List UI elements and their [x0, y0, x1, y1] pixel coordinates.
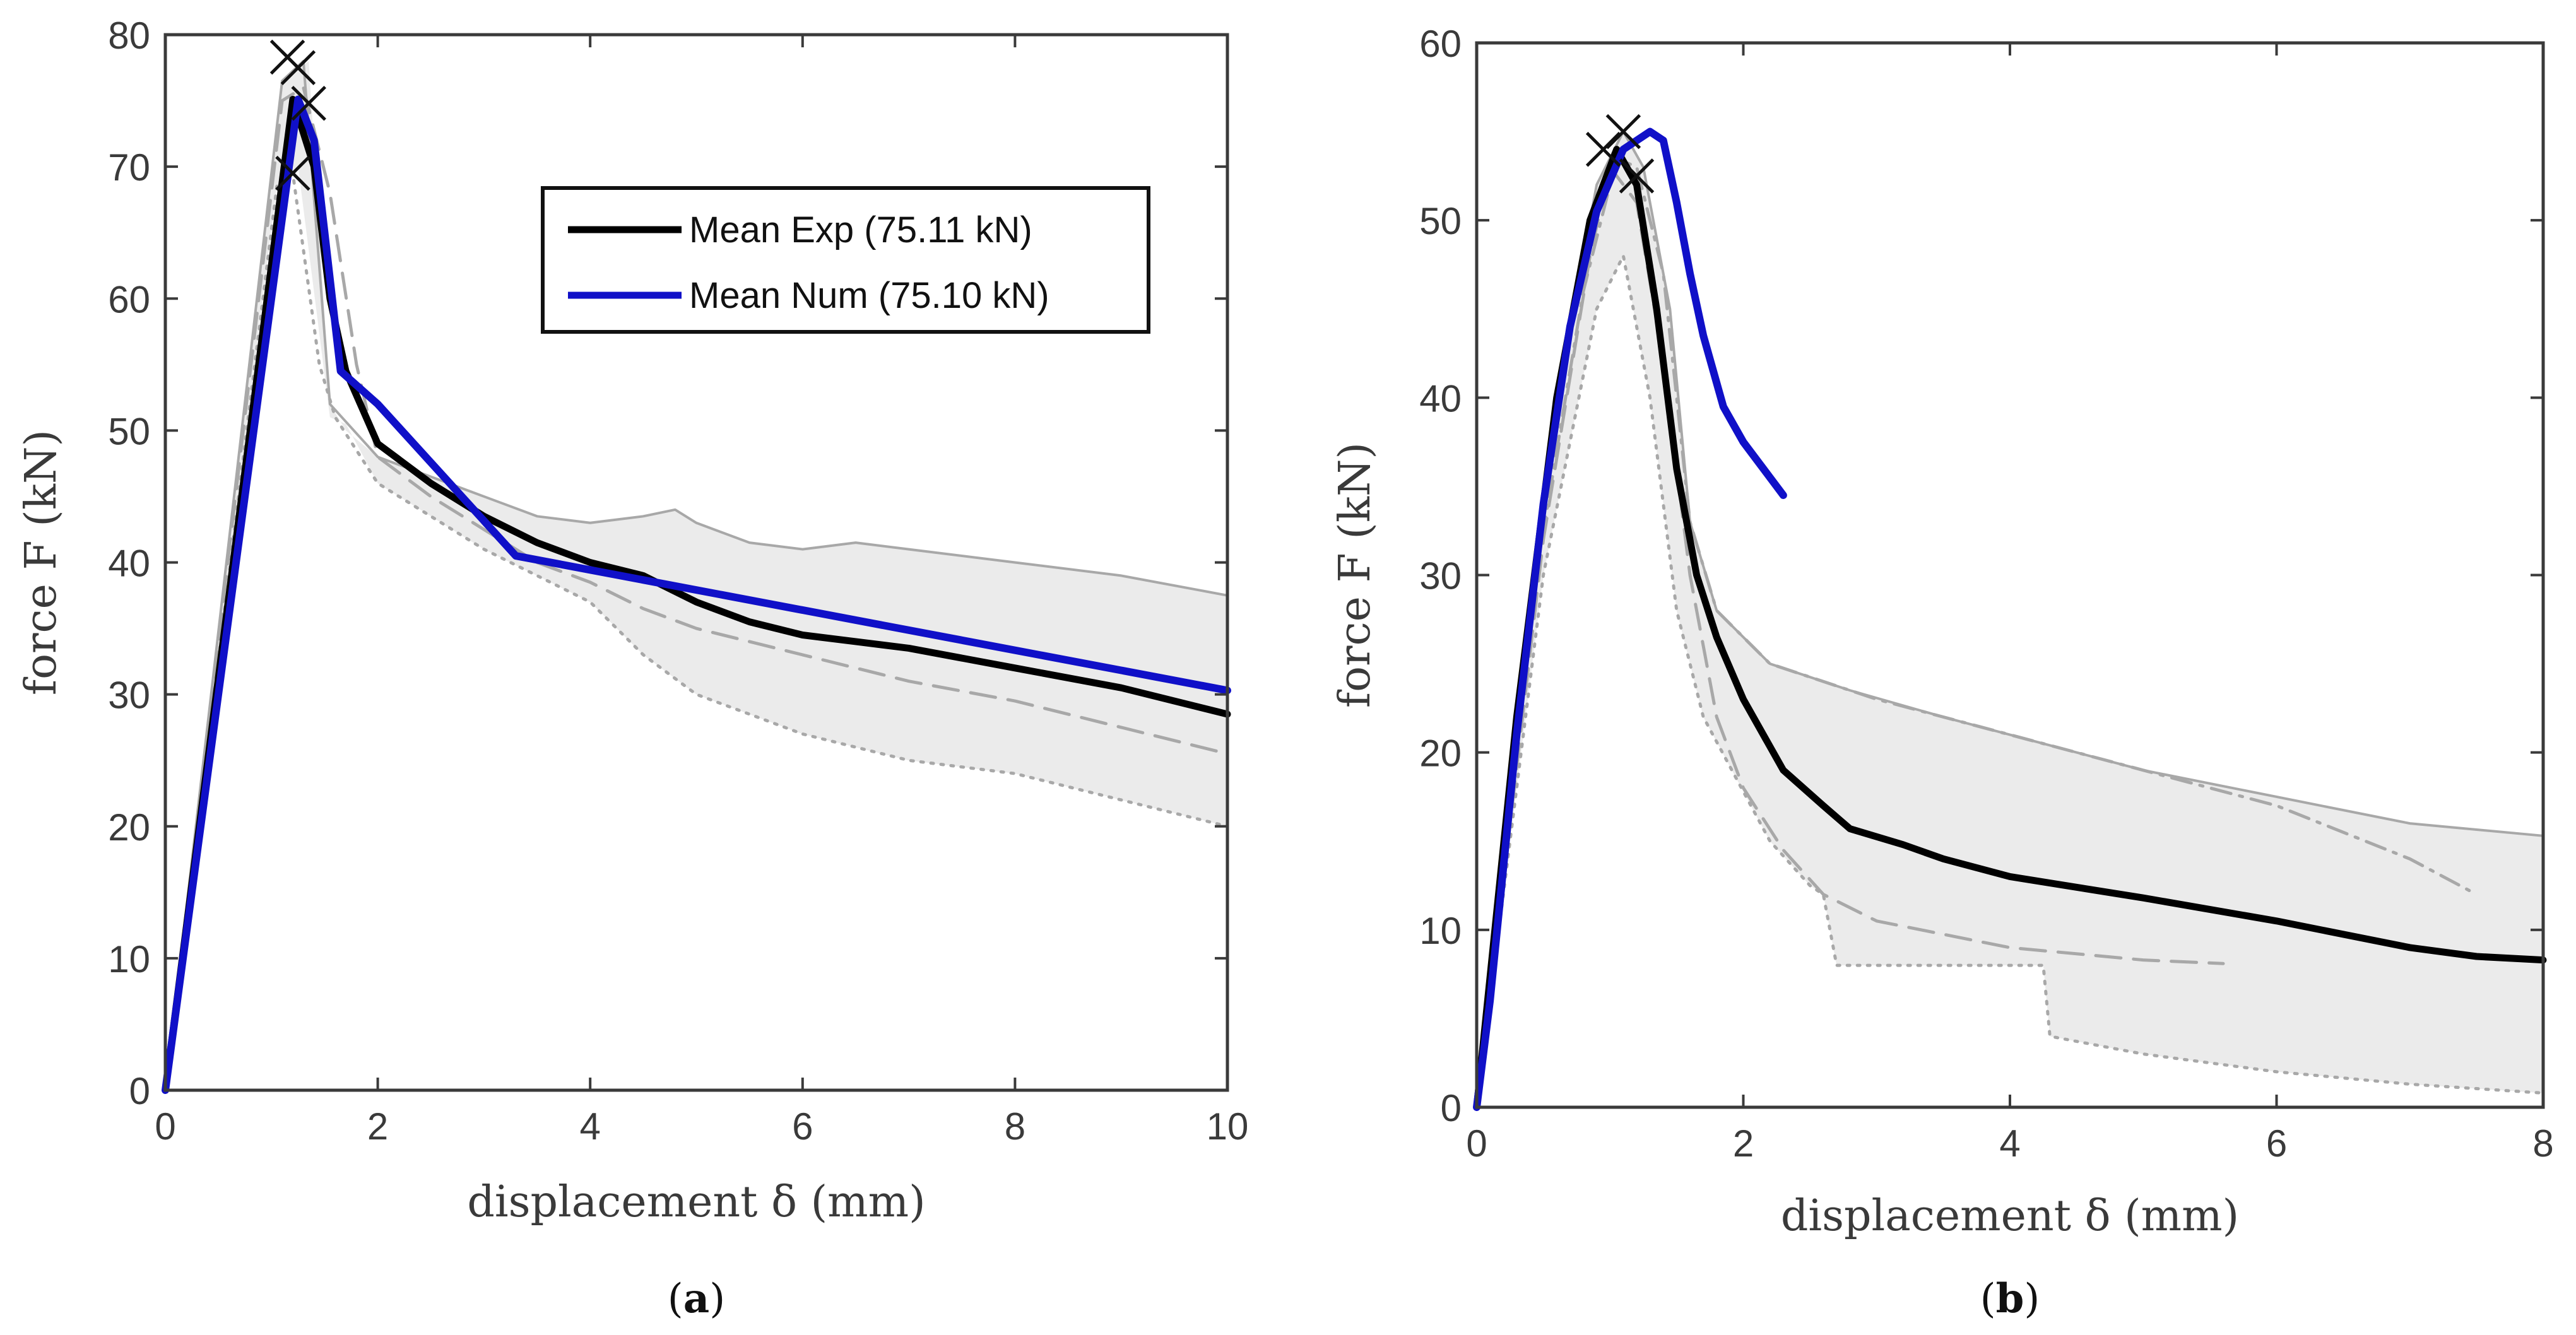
panel-label-close: ): [2024, 1276, 2040, 1322]
chart-panel-a: 0 2 4 6 8 10 0 10 20 30 40 50 60 70 80 displacement δ (…: [16, 15, 1248, 1322]
peak-marker: [1605, 114, 1641, 150]
peak-marker: [1585, 131, 1621, 167]
panel-label: (a): [668, 1275, 725, 1322]
peak-marker: [275, 155, 310, 191]
peak-marker: [291, 85, 326, 121]
peak-marker-stroke: [280, 50, 316, 86]
y-tick-label: 50: [1419, 200, 1462, 242]
x-tick-label: 8: [1005, 1105, 1025, 1148]
series-line-specimen-dotted: [163, 172, 1229, 1092]
legend-box: [541, 186, 1150, 334]
y-tick-label: 50: [108, 410, 150, 452]
y-tick-label: 70: [108, 146, 150, 189]
x-tick-label: 2: [367, 1105, 388, 1148]
x-tick-label: 2: [1733, 1122, 1754, 1165]
panel-label-close: ): [709, 1276, 725, 1322]
peak-marker: [280, 50, 316, 86]
y-axis-title: force F (kN): [1330, 442, 1380, 708]
y-tick-label: 20: [108, 806, 150, 849]
y-tick-label: 0: [1441, 1087, 1462, 1129]
series-line-mean-num: [162, 95, 1231, 1094]
peak-marker-stroke: [1619, 158, 1655, 194]
x-tick-label: 6: [792, 1105, 813, 1148]
y-tick-label: 60: [1419, 23, 1462, 65]
legend-entry-label: Mean Num (75.10 kN): [689, 275, 1049, 316]
y-tick-label: 40: [108, 543, 150, 585]
y-tick-label: 20: [1419, 732, 1462, 775]
y-axis-title: force F (kN): [16, 430, 66, 695]
peak-marker: [1619, 158, 1655, 194]
x-axis-title: displacement δ (mm): [467, 1177, 925, 1227]
peak-marker-stroke: [291, 85, 326, 121]
y-tick-label: 10: [1419, 910, 1462, 952]
panel-label-letter: b: [1996, 1275, 2024, 1322]
x-tick-label: 6: [2266, 1122, 2287, 1165]
panel-label-letter: a: [683, 1275, 709, 1322]
x-tick-label: 0: [1466, 1122, 1487, 1165]
peak-marker-stroke: [275, 155, 310, 191]
series-line-specimen-solid: [164, 59, 1229, 1091]
legend: Mean Exp (75.11 kN) Mean Num (75.10 kN): [541, 186, 1150, 334]
chart-panel-b: 0 2 4 6 8 0 10 20 30 40 50 60 displacement δ (mm) for…: [1330, 23, 2554, 1322]
panel-label-open: (: [668, 1276, 683, 1322]
series-line-specimen-dotted: [1475, 254, 2545, 1109]
peak-marker-stroke: [1585, 131, 1621, 167]
x-tick-label: 10: [1207, 1105, 1249, 1148]
panel-label: (b): [1980, 1275, 2040, 1322]
series-line-specimen-dashed: [163, 86, 1229, 1092]
y-tick-label: 30: [108, 674, 150, 717]
envelope-band: [1477, 131, 2543, 1107]
panel-label-open: (: [1980, 1276, 1996, 1322]
y-tick-label: 80: [108, 15, 150, 57]
y-tick-label: 10: [108, 938, 150, 980]
peak-marker-stroke: [1605, 114, 1641, 150]
series-line-mean-exp: [1473, 146, 2547, 1111]
envelope-band: [165, 61, 1227, 1091]
x-tick-label: 4: [580, 1105, 601, 1148]
legend-entry-label: Mean Exp (75.11 kN): [689, 209, 1032, 250]
y-tick-label: 40: [1419, 377, 1462, 420]
y-tick-label: 0: [129, 1070, 150, 1112]
x-tick-label: 0: [155, 1105, 175, 1148]
x-tick-label: 8: [2532, 1122, 2553, 1165]
y-tick-label: 30: [1419, 555, 1462, 597]
x-tick-label: 4: [1999, 1122, 2020, 1165]
y-tick-label: 60: [108, 278, 150, 321]
x-axis-title: displacement δ (mm): [1781, 1191, 2239, 1241]
series-line-mean-num: [1473, 127, 1787, 1111]
